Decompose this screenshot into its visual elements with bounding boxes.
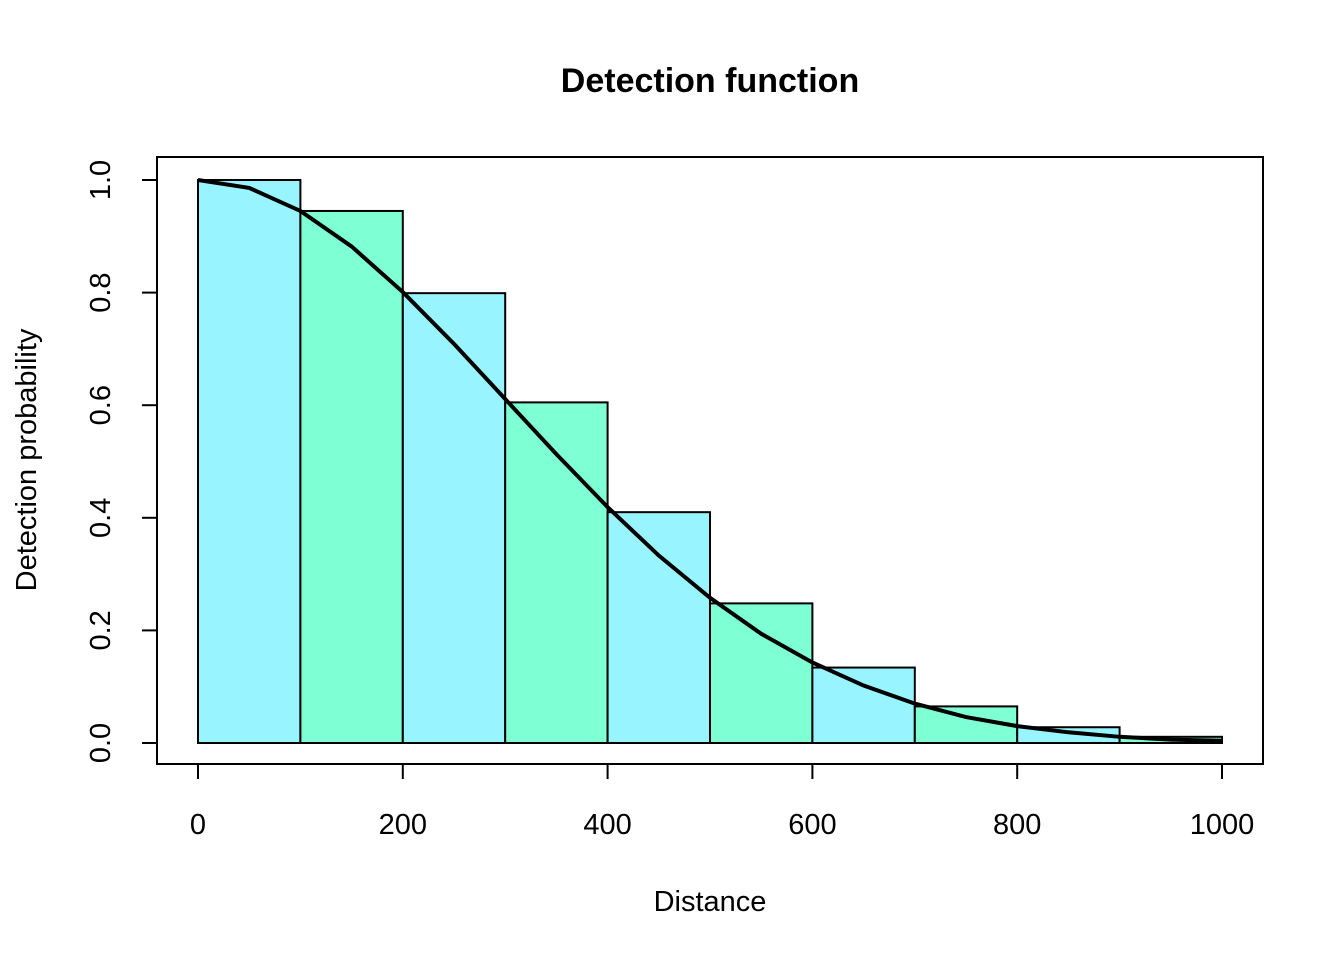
x-tick-label-1000: 1000 (1190, 809, 1255, 841)
y-axis-label: Detection probability (11, 328, 43, 591)
x-tick-label-200: 200 (379, 809, 427, 841)
histogram-bars (197, 179, 1223, 745)
y-tick-label-1.0: 1.0 (85, 160, 117, 200)
y-axis: 0.0 0.2 0.4 0.6 0.8 1.0 (85, 160, 158, 763)
x-axis: 0 200 400 600 800 1000 (190, 763, 1255, 841)
x-tick-label-800: 800 (993, 809, 1041, 841)
fitted-curve-layer (197, 178, 1223, 743)
chart-title: Detection function (561, 62, 859, 100)
histogram-bar-4 (504, 401, 609, 744)
y-tick-label-0.2: 0.2 (85, 610, 117, 650)
y-tick-label-0.4: 0.4 (85, 498, 117, 538)
x-axis-label: Distance (654, 886, 767, 918)
y-tick-label-0.0: 0.0 (85, 723, 117, 763)
histogram-bar-1 (197, 179, 302, 744)
y-tick-label-0.8: 0.8 (85, 272, 117, 312)
histogram-bar-6 (709, 602, 814, 744)
x-tick-label-600: 600 (788, 809, 836, 841)
x-tick-label-400: 400 (583, 809, 631, 841)
histogram-bar-2 (299, 209, 404, 744)
histogram-bar-5 (606, 511, 711, 744)
x-tick-label-0: 0 (190, 809, 206, 841)
detection-curve (197, 178, 1223, 743)
histogram-bar-7 (811, 666, 916, 744)
histogram-bar-3 (401, 292, 507, 744)
y-tick-label-0.6: 0.6 (85, 385, 117, 425)
